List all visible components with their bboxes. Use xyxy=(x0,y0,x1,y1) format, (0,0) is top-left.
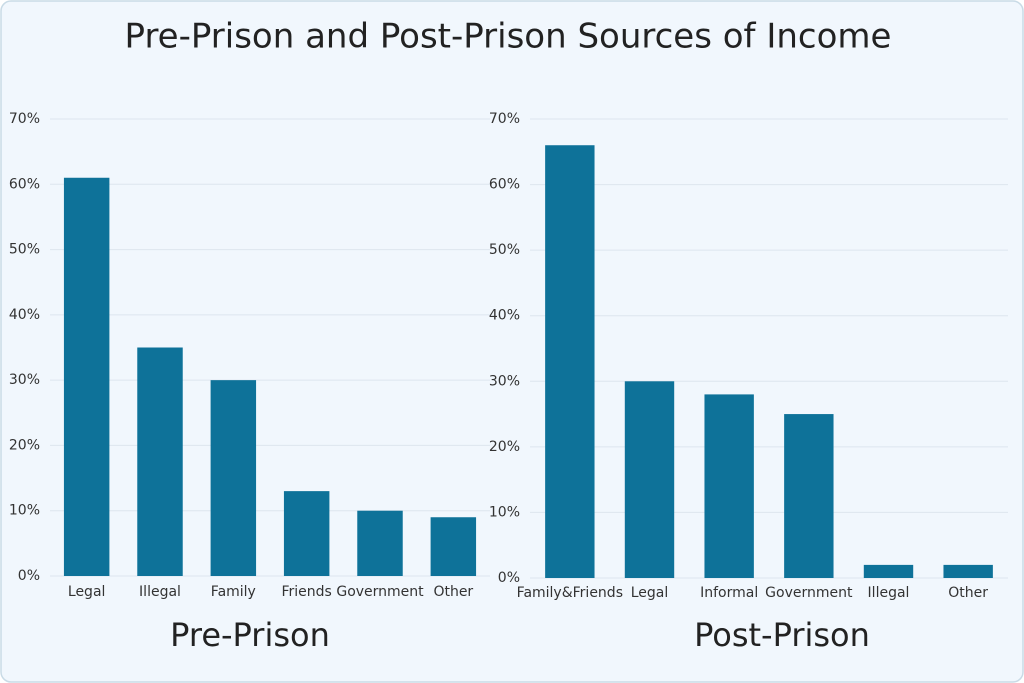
y-tick-label: 0% xyxy=(18,568,40,584)
x-tick-label: Illegal xyxy=(139,584,181,600)
chart-title: Post-Prison xyxy=(694,616,870,654)
bar xyxy=(624,381,675,578)
x-tick-label: Government xyxy=(765,585,853,601)
bar xyxy=(863,564,914,578)
y-tick-label: 70% xyxy=(9,111,40,127)
y-tick-label: 20% xyxy=(489,439,520,455)
y-tick-label: 40% xyxy=(489,308,520,324)
bar xyxy=(545,145,595,578)
bar xyxy=(784,414,834,578)
y-tick-label: 60% xyxy=(489,177,520,193)
x-tick-label: Government xyxy=(336,584,424,600)
x-tick-label: Family xyxy=(211,584,256,600)
y-tick-label: 70% xyxy=(489,111,520,127)
x-tick-label: Other xyxy=(948,585,988,601)
page-title: Pre-Prison and Post-Prison Sources of In… xyxy=(125,17,892,57)
x-tick-label: Other xyxy=(433,584,473,600)
x-tick-label: Friends xyxy=(281,584,331,600)
y-tick-label: 30% xyxy=(489,373,520,389)
chart-title: Pre-Prison xyxy=(170,616,330,654)
y-tick-label: 60% xyxy=(9,176,40,192)
y-tick-label: 50% xyxy=(489,242,520,258)
bar xyxy=(357,510,403,576)
bar xyxy=(137,347,183,576)
y-tick-label: 10% xyxy=(9,503,40,519)
x-tick-label: Family&Friends xyxy=(517,585,623,601)
y-tick-label: 10% xyxy=(489,504,520,520)
bar xyxy=(430,517,477,576)
bar xyxy=(943,564,993,578)
bar xyxy=(704,394,754,578)
y-tick-label: 50% xyxy=(9,242,40,258)
x-tick-label: Informal xyxy=(700,585,758,601)
bar xyxy=(63,177,110,576)
x-tick-label: Illegal xyxy=(868,585,910,601)
y-tick-label: 20% xyxy=(9,437,40,453)
bar xyxy=(283,491,330,576)
y-tick-label: 0% xyxy=(498,570,520,586)
bar xyxy=(210,380,257,576)
x-tick-label: Legal xyxy=(68,584,106,600)
x-tick-label: Legal xyxy=(631,585,669,601)
y-tick-label: 40% xyxy=(9,307,40,323)
y-tick-label: 30% xyxy=(9,372,40,388)
